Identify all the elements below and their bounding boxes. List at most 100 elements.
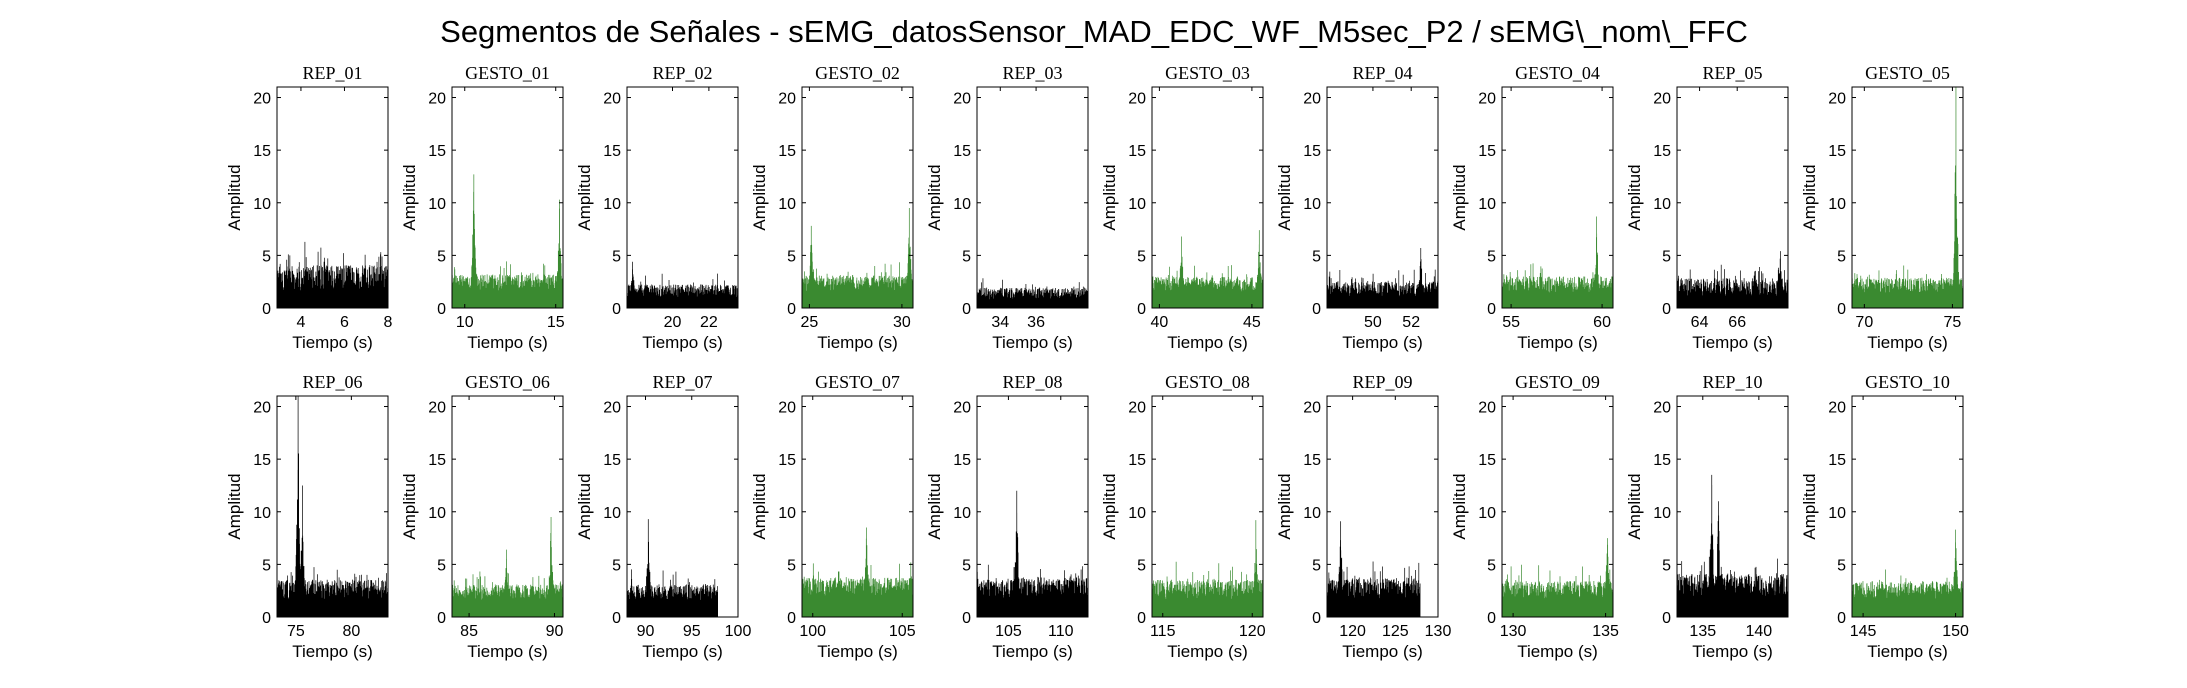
signal-bars [1501, 538, 1614, 617]
y-tick-label: 20 [1653, 91, 1671, 108]
signal-bars [1676, 251, 1789, 308]
x-tick-label: 22 [700, 314, 718, 331]
y-tick-label: 10 [778, 505, 796, 522]
panel-title: REP_05 [1702, 63, 1762, 83]
axes-box [451, 395, 564, 618]
panel-19: REP_10 0 5 10 15 20 135 140 Tiempo (s) Amplitud [1625, 372, 1789, 661]
y-tick-label: 15 [1303, 143, 1321, 160]
y-tick-label: 15 [1653, 143, 1671, 160]
y-tick-label: 15 [953, 452, 971, 469]
y-tick-label: 0 [1662, 301, 1671, 318]
y-tick-label: 15 [603, 452, 621, 469]
x-axis-label: Tiempo (s) [1692, 333, 1773, 352]
y-tick-label: 0 [1837, 610, 1846, 627]
y-axis-label: Amplitud [1100, 473, 1119, 539]
y-tick-label: 20 [1478, 91, 1496, 108]
y-tick-label: 10 [1128, 505, 1146, 522]
panel-9: REP_05 0 5 10 15 20 64 66 Tiempo (s) Amplitud [1625, 63, 1789, 352]
x-tick-label: 145 [1850, 623, 1877, 640]
y-tick-label: 20 [953, 91, 971, 108]
x-axis-label: Tiempo (s) [642, 642, 723, 661]
panel-3: REP_02 0 5 10 15 20 20 22 Tiempo (s) Amplitud [575, 63, 739, 352]
y-tick-label: 10 [778, 196, 796, 213]
x-axis-label: Tiempo (s) [1517, 642, 1598, 661]
panel-title: GESTO_07 [815, 372, 900, 392]
panel-title: GESTO_08 [1165, 372, 1250, 392]
x-tick-label: 55 [1502, 314, 1520, 331]
panel-title: GESTO_10 [1865, 372, 1950, 392]
y-axis-label: Amplitud [925, 164, 944, 230]
y-tick-label: 20 [953, 400, 971, 417]
y-tick-label: 15 [1128, 452, 1146, 469]
y-tick-label: 20 [1303, 400, 1321, 417]
signal-bars [1326, 521, 1421, 617]
x-tick-label: 110 [1048, 623, 1074, 640]
signal-bars [1326, 248, 1439, 308]
x-tick-label: 125 [1382, 623, 1409, 640]
y-tick-label: 5 [1312, 557, 1321, 574]
panel-title: GESTO_04 [1515, 63, 1600, 83]
x-tick-label: 4 [296, 314, 305, 331]
y-tick-label: 0 [1312, 610, 1321, 627]
panel-title: REP_04 [1352, 63, 1412, 83]
y-axis-label: Amplitud [1275, 473, 1294, 539]
panel-title: REP_09 [1352, 372, 1412, 392]
x-tick-label: 45 [1243, 314, 1261, 331]
signal-bars [1501, 216, 1614, 308]
y-tick-label: 5 [1837, 248, 1846, 265]
x-tick-label: 105 [995, 623, 1022, 640]
x-tick-label: 120 [1239, 623, 1266, 640]
y-tick-label: 10 [428, 505, 446, 522]
figure-title: Segmentos de Señales - sEMG_datosSensor_… [440, 14, 1748, 49]
x-axis-label: Tiempo (s) [1342, 642, 1423, 661]
y-tick-label: 0 [1137, 301, 1146, 318]
panel-15: REP_08 0 5 10 15 20 105 110 Tiempo (s) Amplitud [925, 372, 1089, 661]
signal-bars [1851, 87, 1964, 308]
y-axis-label: Amplitud [575, 164, 594, 230]
y-tick-label: 15 [253, 452, 271, 469]
y-tick-label: 5 [262, 557, 271, 574]
x-tick-label: 34 [991, 314, 1009, 331]
y-tick-label: 5 [1662, 557, 1671, 574]
y-tick-label: 15 [428, 452, 446, 469]
x-axis-label: Tiempo (s) [1167, 333, 1248, 352]
y-tick-label: 10 [1128, 196, 1146, 213]
y-tick-label: 5 [437, 557, 446, 574]
panel-title: REP_07 [652, 372, 712, 392]
panel-11: REP_06 0 5 10 15 20 75 80 Tiempo (s) Amplitud [225, 372, 389, 661]
y-axis-label: Amplitud [1450, 473, 1469, 539]
y-tick-label: 5 [962, 248, 971, 265]
y-axis-label: Amplitud [575, 473, 594, 539]
panel-7: REP_04 0 5 10 15 20 50 52 Tiempo (s) Amplitud [1275, 63, 1439, 352]
x-axis-label: Tiempo (s) [1692, 642, 1773, 661]
y-tick-label: 0 [1487, 301, 1496, 318]
y-tick-label: 5 [1312, 248, 1321, 265]
x-axis-label: Tiempo (s) [1867, 333, 1948, 352]
y-tick-label: 20 [1828, 91, 1846, 108]
axes-box [451, 86, 564, 309]
axes-box [1326, 395, 1439, 618]
panel-title: GESTO_01 [465, 63, 550, 83]
x-axis-label: Tiempo (s) [292, 333, 373, 352]
x-tick-label: 40 [1151, 314, 1169, 331]
y-axis-label: Amplitud [750, 164, 769, 230]
y-tick-label: 20 [1653, 400, 1671, 417]
y-tick-label: 15 [778, 143, 796, 160]
panel-4: GESTO_02 0 5 10 15 20 25 30 Tiempo (s) Amplitud [750, 63, 914, 352]
y-tick-label: 10 [1478, 196, 1496, 213]
panel-20: GESTO_10 0 5 10 15 20 145 150 Tiempo (s) Amplitud [1800, 372, 1969, 661]
signal-bars [1676, 474, 1789, 617]
x-axis-label: Tiempo (s) [992, 642, 1073, 661]
y-tick-label: 10 [603, 196, 621, 213]
y-tick-label: 10 [253, 505, 271, 522]
y-tick-label: 10 [1303, 505, 1321, 522]
x-tick-label: 70 [1855, 314, 1873, 331]
panel-5: REP_03 0 5 10 15 20 34 36 Tiempo (s) Amplitud [925, 63, 1089, 352]
signal-bars [451, 174, 564, 308]
y-tick-label: 0 [612, 301, 621, 318]
x-axis-label: Tiempo (s) [817, 642, 898, 661]
panel-title: REP_03 [1002, 63, 1062, 83]
y-axis-label: Amplitud [400, 473, 419, 539]
x-tick-label: 100 [725, 623, 752, 640]
